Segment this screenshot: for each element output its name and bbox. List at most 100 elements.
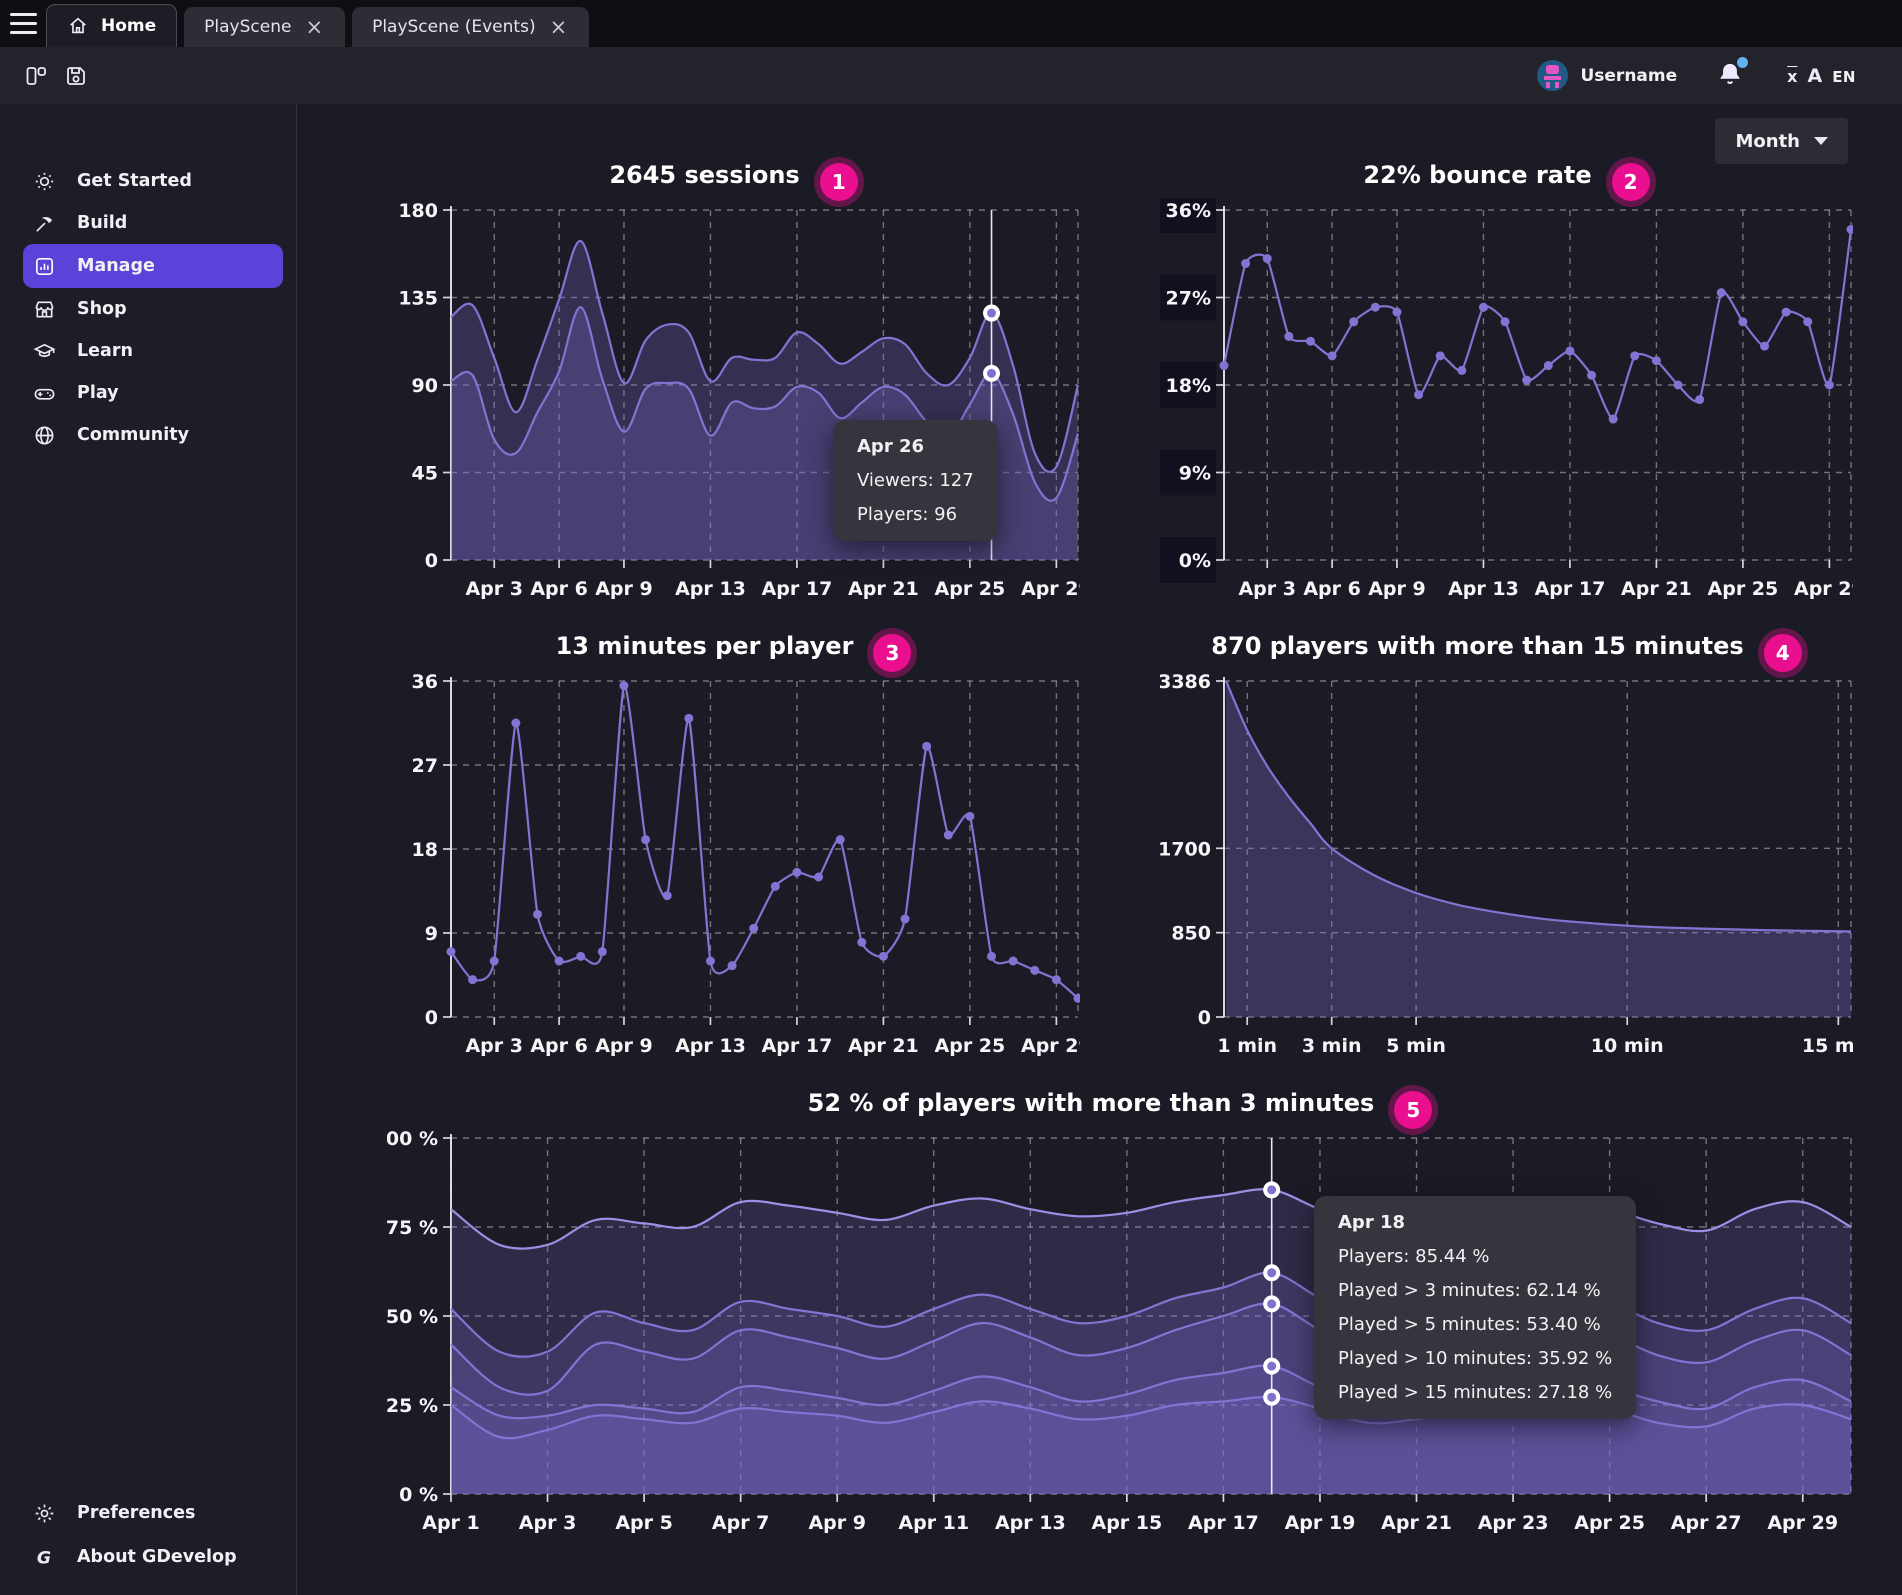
step-badge-5: 5: [1394, 1091, 1433, 1129]
sidebar-item-preferences[interactable]: Preferences: [0, 1491, 296, 1535]
tab-home[interactable]: Home: [46, 4, 178, 47]
chart-title: 13 minutes per player: [555, 632, 854, 660]
svg-text:0: 0: [1198, 1007, 1211, 1029]
svg-text:Apr 25: Apr 25: [935, 578, 1006, 600]
notifications-button[interactable]: [1717, 56, 1749, 91]
sidebar-item-shop[interactable]: Shop: [0, 288, 296, 330]
chart-title: 870 players with more than 15 minutes: [1211, 632, 1744, 660]
svg-text:Apr 7: Apr 7: [712, 1512, 770, 1534]
chart-play-duration: 52 % of players with more than 3 minutes…: [387, 1080, 1853, 1537]
svg-text:Apr 17: Apr 17: [762, 578, 833, 600]
sessions-plot[interactable]: 0 45 90 135 180 Apr 3 Apr 6 Apr 9 Apr 13 Apr 17 Ap…: [387, 198, 1080, 603]
user-menu[interactable]: Username: [1537, 60, 1677, 91]
svg-text:Apr 13: Apr 13: [995, 1512, 1066, 1534]
gear-icon: [35, 1504, 54, 1522]
svg-text:10 min: 10 min: [1591, 1035, 1664, 1057]
svg-text:Apr 25: Apr 25: [935, 1035, 1006, 1057]
svg-text:Apr 6: Apr 6: [530, 1035, 588, 1057]
analytics-icon: [36, 257, 53, 275]
sidebar-item-learn[interactable]: Learn: [0, 330, 296, 372]
save-icon[interactable]: [56, 56, 96, 96]
svg-text:9%: 9%: [1179, 463, 1211, 485]
chart-minutes-per-player: 13 minutes per player 3 0 9 18 27 36 Apr 3 Apr…: [387, 623, 1080, 1060]
close-icon[interactable]: ×: [305, 14, 324, 39]
svg-text:1700: 1700: [1160, 838, 1211, 860]
svg-text:Apr 29: Apr 29: [1794, 578, 1853, 600]
svg-text:850: 850: [1171, 923, 1211, 945]
svg-text:Apr 13: Apr 13: [675, 578, 746, 600]
svg-text:Apr 6: Apr 6: [530, 578, 588, 600]
sidebar-item-build[interactable]: Build: [0, 202, 296, 244]
translate-icon: x: [1787, 66, 1798, 86]
graduation-cap-icon: [33, 343, 56, 357]
sidebar-item-manage[interactable]: Manage: [23, 244, 283, 288]
sidebar-item-play[interactable]: Play: [0, 372, 296, 414]
svg-text:Apr 11: Apr 11: [898, 1512, 969, 1534]
svg-text:Apr 29: Apr 29: [1021, 1035, 1080, 1057]
svg-text:Apr 17: Apr 17: [1535, 578, 1606, 600]
svg-text:Apr 9: Apr 9: [595, 578, 653, 600]
analytics-dashboard: Month 2645 sessions 1 0 45 90 135 180 Apr 3 Ap…: [297, 104, 1902, 1595]
svg-text:Apr 9: Apr 9: [595, 1035, 653, 1057]
svg-text:Apr 13: Apr 13: [675, 1035, 746, 1057]
svg-text:G: G: [37, 1548, 51, 1568]
svg-text:Apr 3: Apr 3: [519, 1512, 577, 1534]
svg-text:Apr 15: Apr 15: [1091, 1512, 1162, 1534]
svg-text:Apr 13: Apr 13: [1448, 578, 1519, 600]
svg-text:0: 0: [425, 550, 438, 572]
hamburger-menu-icon[interactable]: [0, 0, 46, 47]
close-icon[interactable]: ×: [549, 14, 568, 39]
chart-title: 2645 sessions: [609, 161, 800, 189]
sun-icon: [35, 172, 54, 190]
svg-text:9: 9: [425, 923, 438, 945]
tab-playscene[interactable]: PlayScene ×: [184, 7, 346, 47]
svg-text:0 %: 0 %: [399, 1484, 438, 1506]
svg-text:Apr 3: Apr 3: [465, 578, 523, 600]
bounce-rate-plot[interactable]: 0% 9% 18% 27% 36% Apr 3 Apr 6 Apr 9 Apr 13 Apr 17…: [1160, 198, 1853, 603]
tab-bar: Home PlayScene × PlayScene (Events) ×: [0, 0, 1902, 47]
sidebar: Get Started Build Manage Shop: [0, 104, 297, 1595]
sidebar-item-get-started[interactable]: Get Started: [0, 160, 296, 202]
notification-dot: [1737, 56, 1749, 68]
language-code: EN: [1832, 67, 1856, 86]
home-icon: [67, 15, 89, 37]
gamepad-icon: [34, 388, 55, 400]
chart-retention: 870 players with more than 15 minutes 4 …: [1160, 623, 1853, 1060]
svg-text:Apr 9: Apr 9: [1368, 578, 1426, 600]
tab-playscene-events[interactable]: PlayScene (Events) ×: [352, 7, 590, 47]
sidebar-item-about-gdevelop[interactable]: G About GDevelop: [0, 1535, 296, 1579]
retention-plot[interactable]: 0 850 1700 3386 1 min 3 min 5 min 10 min 15 min: [1160, 669, 1853, 1060]
chart-title: 22% bounce rate: [1363, 161, 1592, 189]
layout-panels-icon[interactable]: [16, 56, 56, 96]
svg-text:27: 27: [412, 755, 438, 777]
globe-icon: [35, 426, 54, 444]
svg-text:36%: 36%: [1166, 200, 1211, 222]
svg-text:25 %: 25 %: [387, 1395, 438, 1417]
svg-text:75 %: 75 %: [387, 1217, 438, 1239]
svg-text:36: 36: [412, 671, 438, 693]
avatar: [1537, 60, 1569, 91]
svg-text:18%: 18%: [1166, 375, 1211, 397]
storefront-icon: [35, 300, 54, 318]
svg-text:3 min: 3 min: [1302, 1035, 1362, 1057]
minutes-per-player-plot[interactable]: 0 9 18 27 36 Apr 3 Apr 6 Apr 9 Apr 13 Apr 17 Apr 2…: [387, 669, 1080, 1060]
period-select[interactable]: Month: [1715, 118, 1848, 164]
hammer-icon: [36, 216, 53, 232]
svg-text:Apr 25: Apr 25: [1708, 578, 1779, 600]
chart-sessions: 2645 sessions 1 0 45 90 135 180 Apr 3 Apr 6 Apr…: [387, 152, 1080, 603]
svg-text:Apr 3: Apr 3: [465, 1035, 523, 1057]
svg-text:Apr 21: Apr 21: [1621, 578, 1692, 600]
svg-text:Apr 29: Apr 29: [1767, 1512, 1838, 1534]
svg-text:Apr 21: Apr 21: [1381, 1512, 1452, 1534]
chart-title: 52 % of players with more than 3 minutes: [807, 1089, 1375, 1117]
step-badge-1: 1: [819, 163, 858, 201]
step-badge-4: 4: [1763, 634, 1802, 672]
svg-text:5 min: 5 min: [1386, 1035, 1446, 1057]
tab-label: PlayScene (Events): [372, 17, 536, 37]
svg-text:Apr 21: Apr 21: [848, 578, 919, 600]
username-label: Username: [1580, 65, 1678, 86]
sidebar-item-community[interactable]: Community: [0, 414, 296, 456]
svg-text:50 %: 50 %: [387, 1306, 438, 1328]
